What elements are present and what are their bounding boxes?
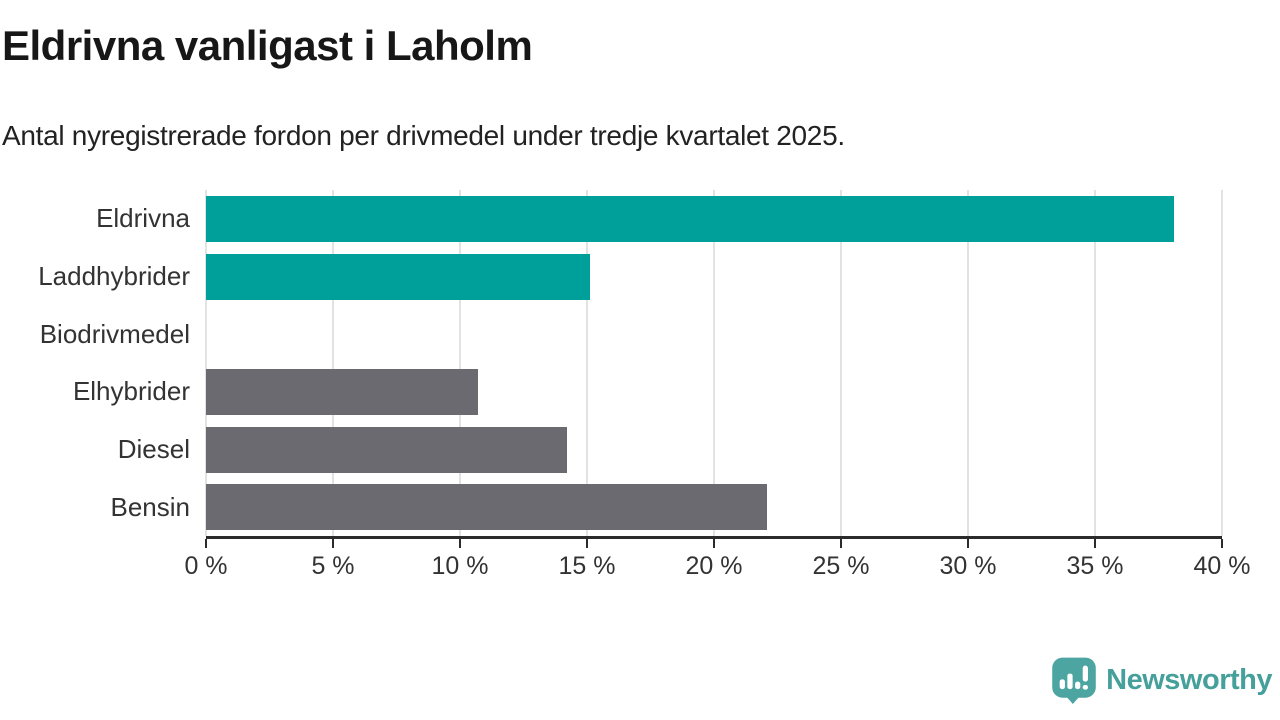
x-axis-tick — [1221, 539, 1223, 548]
y-axis-label: Bensin — [110, 491, 191, 522]
bar-elhybrider — [206, 368, 478, 415]
x-axis-tick-label: 25 % — [812, 552, 870, 580]
gridline — [1094, 190, 1096, 536]
x-axis-tick — [967, 539, 969, 548]
y-axis-label: Elhybrider — [72, 376, 190, 407]
bar-bensin — [206, 484, 768, 531]
y-axis-labels: Eldrivna Laddhybrider Biodrivmedel Elhybrid… — [0, 190, 190, 536]
x-axis-tick — [205, 539, 207, 548]
x-axis-tick — [840, 539, 842, 548]
bar-laddhybrider — [206, 253, 590, 300]
plot-area — [205, 190, 1223, 536]
chart-title: Eldrivna vanligast i Laholm — [2, 22, 533, 69]
x-axis-tick-label: 10 % — [431, 552, 489, 580]
x-axis-tick — [332, 539, 334, 548]
gridline — [586, 190, 588, 536]
gridline — [332, 190, 334, 536]
x-axis-tick-label: 15 % — [558, 552, 616, 580]
gridline — [459, 190, 461, 536]
bar-diesel — [206, 426, 567, 473]
x-axis-tick — [1094, 539, 1096, 548]
newsworthy-logo-text: Newsworthy — [1106, 664, 1272, 696]
x-axis-tick — [713, 539, 715, 548]
x-axis-tick-label: 35 % — [1066, 552, 1124, 580]
x-axis-tick-label: 20 % — [685, 552, 743, 580]
x-axis: 0 % 5 % 10 % 15 % 20 % 25 % 30 % 35 % 40 % — [184, 536, 1250, 596]
newsworthy-bubble-barchart-icon — [1052, 657, 1096, 704]
y-axis-label: Eldrivna — [96, 203, 190, 234]
gridline — [840, 190, 842, 536]
chart-subtitle: Antal nyregistrerade fordon per drivmede… — [2, 120, 845, 151]
bar-eldrivna — [206, 195, 1174, 242]
gridline — [713, 190, 715, 536]
x-axis-tick — [586, 539, 588, 548]
gridline — [205, 190, 207, 536]
y-axis-label: Biodrivmedel — [39, 318, 190, 349]
x-axis-tick-label: 30 % — [939, 552, 997, 580]
gridline — [967, 190, 969, 536]
y-axis-label: Laddhybrider — [38, 260, 190, 291]
gridline — [1221, 190, 1223, 536]
x-axis-tick-label: 40 % — [1193, 552, 1251, 580]
y-axis-label: Diesel — [117, 433, 190, 464]
x-axis-tick-label: 5 % — [311, 552, 355, 580]
x-axis-tick-label: 0 % — [184, 552, 228, 580]
newsworthy-logo: Newsworthy — [1051, 657, 1272, 704]
x-axis-tick — [459, 539, 461, 548]
